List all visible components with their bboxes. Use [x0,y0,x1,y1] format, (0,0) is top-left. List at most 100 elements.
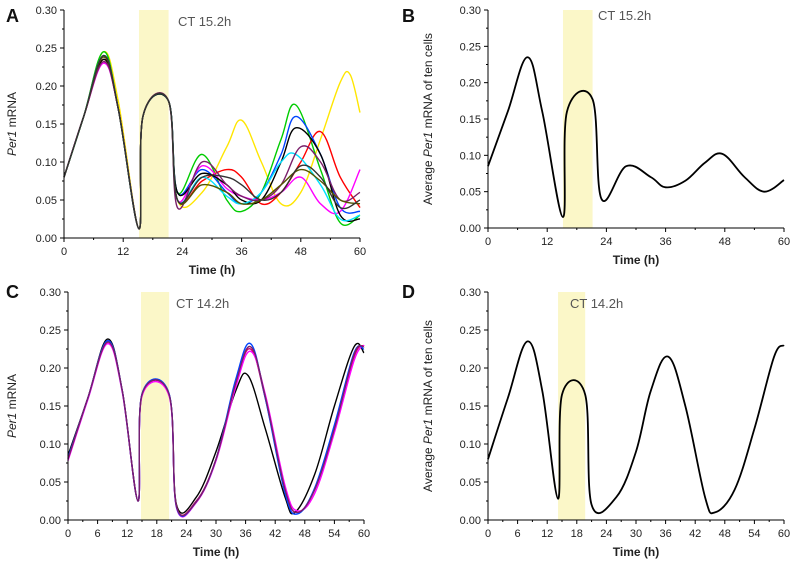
y-tick-label: 0.10 [460,439,481,451]
x-tick-label: 18 [571,528,583,540]
ct-annotation: CT 14.2h [176,296,229,311]
x-tick-label: 18 [151,528,163,540]
x-tick-label: 48 [295,246,307,258]
x-tick-label: 42 [689,528,701,540]
y-tick-label: 0.25 [40,325,61,337]
x-tick-label: 36 [235,246,247,258]
x-tick-label: 30 [630,528,642,540]
x-tick-label: 24 [600,528,612,540]
series-line-2 [63,51,361,230]
x-tick-label: 54 [328,528,340,540]
x-tick-label: 24 [180,528,192,540]
series-line-6 [63,58,361,230]
x-axis-title: Time (h) [613,253,659,267]
y-tick-label: 0.15 [460,401,481,413]
ct-annotation: CT 15.2h [178,14,231,29]
y-tick-label: 0.30 [460,287,481,299]
panel-A: A 0.00 0.05 0.10 0.15 0.20 0.25 0.30 0 12 24 36 48 60… [5,5,366,277]
series-line-1 [67,338,365,515]
series-line-10 [63,54,361,230]
panel-label: D [402,282,415,302]
y-tick-label: 0.25 [460,325,481,337]
x-tick-label: 48 [719,236,731,248]
y-tick-label: 0.20 [460,363,481,375]
y-tick-label: 0.15 [36,119,57,131]
series-line-2 [67,340,365,516]
panel-label: A [6,6,19,26]
stimulus-highlight-band [141,292,170,520]
y-tick-label: 0.10 [36,157,57,169]
x-tick-label: 12 [117,246,129,258]
series-line-1 [487,56,785,218]
y-axis-title: Average Per1 mRNA of ten cells [421,33,435,205]
series-line-3 [67,342,365,518]
stimulus-highlight-band [138,10,169,238]
y-axis-title: Average Per1 mRNA of ten cells [421,320,435,492]
x-tick-label: 12 [541,236,553,248]
x-tick-label: 60 [358,528,370,540]
x-tick-label: 12 [541,528,553,540]
x-tick-label: 30 [210,528,222,540]
series-line-4 [63,54,361,230]
y-tick-label: 0.00 [460,223,481,235]
stimulus-highlight-band [558,292,586,520]
y-tick-label: 0.10 [40,439,61,451]
y-tick-label: 0.25 [36,43,57,55]
y-tick-label: 0.20 [40,363,61,375]
x-tick-label: 48 [299,528,311,540]
ct-annotation: CT 15.2h [598,8,651,23]
y-tick-label: 0.30 [460,5,481,17]
panel-C: C 0.00 0.05 0.10 0.15 0.20 0.25 0.30 0 6 12 18 24 30 3… [5,282,370,559]
panel-D: D 0.00 0.05 0.10 0.15 0.20 0.25 0.30 0 6 12 18 24 30 3… [402,282,790,559]
x-tick-label: 48 [719,528,731,540]
y-tick-label: 0.00 [40,515,61,527]
panel-label: B [402,6,415,26]
x-axis-title: Time (h) [189,263,235,277]
x-tick-label: 0 [485,528,491,540]
series-line-5 [67,341,365,517]
x-tick-label: 36 [239,528,251,540]
panel-label: C [6,282,19,302]
y-tick-label: 0.05 [460,477,481,489]
series-line-4 [67,339,365,517]
x-tick-label: 0 [65,528,71,540]
series-line-1 [487,340,785,515]
y-axis-title: Per1 mRNA [5,374,19,438]
x-tick-label: 6 [515,528,521,540]
y-tick-label: 0.05 [460,187,481,199]
x-tick-label: 36 [659,236,671,248]
y-tick-label: 0.00 [36,233,57,245]
y-tick-label: 0.20 [36,81,57,93]
series-line-7 [63,54,361,230]
x-axis-title: Time (h) [193,545,239,559]
x-tick-label: 60 [778,528,790,540]
y-tick-label: 0.30 [40,287,61,299]
y-tick-label: 0.15 [460,114,481,126]
x-tick-label: 6 [95,528,101,540]
y-axis-title: Per1 mRNA [5,92,19,156]
x-tick-label: 0 [485,236,491,248]
y-tick-label: 0.10 [460,150,481,162]
stimulus-highlight-band [562,10,593,228]
x-tick-label: 12 [121,528,133,540]
panel-B: B 0.00 0.05 0.10 0.15 0.20 0.25 0.30 0 12 24 36 48 60… [402,5,790,267]
y-tick-label: 0.05 [36,195,57,207]
x-tick-label: 60 [354,246,366,258]
ct-annotation: CT 14.2h [570,296,623,311]
y-tick-label: 0.00 [460,515,481,527]
y-tick-label: 0.30 [36,5,57,17]
y-tick-label: 0.05 [40,477,61,489]
y-tick-label: 0.25 [460,41,481,53]
x-tick-label: 24 [176,246,188,258]
x-tick-label: 54 [748,528,760,540]
series-line-1 [63,51,361,230]
x-tick-label: 60 [778,236,790,248]
x-tick-label: 36 [659,528,671,540]
y-tick-label: 0.15 [40,401,61,413]
x-tick-label: 24 [600,236,612,248]
x-tick-label: 0 [61,246,67,258]
x-tick-label: 42 [269,528,281,540]
x-axis-title: Time (h) [613,545,659,559]
y-tick-label: 0.20 [460,78,481,90]
